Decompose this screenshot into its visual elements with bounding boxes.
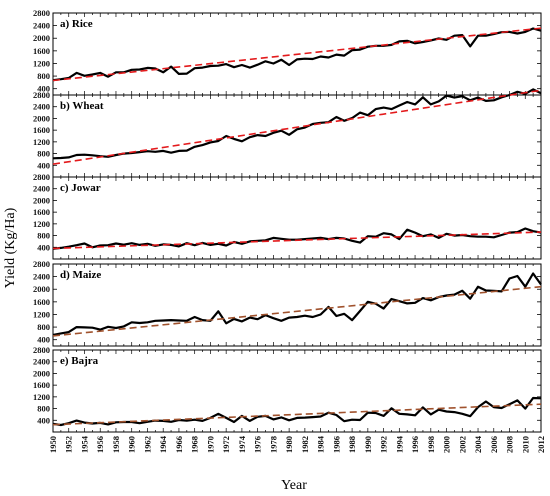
- y-tick-label: 1600: [33, 380, 50, 390]
- x-tick-label: 2008: [505, 436, 515, 453]
- y-tick-label: 2800: [33, 345, 50, 355]
- y-tick-label: 2800: [33, 259, 50, 269]
- x-tick-label: 1964: [158, 435, 168, 453]
- x-tick-label: 1994: [394, 435, 404, 453]
- panel-frame: [52, 349, 542, 433]
- y-tick-label: 400: [37, 415, 50, 425]
- y-tick-label: 2400: [33, 357, 50, 367]
- y-tick-label: 2400: [33, 102, 50, 112]
- x-tick-label: 1952: [64, 436, 74, 453]
- y-tick-label: 1600: [33, 125, 50, 135]
- x-axis-label: Year: [281, 478, 307, 493]
- x-tick-label: 1990: [363, 436, 373, 453]
- y-tick-label: 800: [37, 322, 50, 332]
- y-tick-label: 2000: [33, 113, 50, 123]
- y-tick-label: 800: [37, 231, 50, 241]
- y-tick-label: 1200: [33, 137, 50, 147]
- trend-line-maize: [52, 285, 542, 337]
- y-tick-label: 800: [37, 149, 50, 159]
- series-line-wheat: [52, 88, 542, 160]
- y-tick-label: 2000: [33, 368, 50, 378]
- x-tick-label: 1976: [253, 436, 263, 453]
- x-tick-label: 1996: [410, 436, 420, 453]
- x-tick-label: 2006: [489, 436, 499, 453]
- x-tick-label: 1988: [347, 436, 357, 453]
- y-tick-label: 2000: [33, 33, 50, 43]
- x-tick-label: 1982: [300, 436, 310, 453]
- y-tick-label: 2800: [33, 8, 50, 18]
- x-tick-label: 1980: [284, 436, 294, 453]
- y-tick-label: 800: [37, 404, 50, 414]
- y-tick-label: 2000: [33, 284, 50, 294]
- y-tick-label: 400: [37, 335, 50, 345]
- x-tick-label: 1958: [111, 436, 121, 453]
- y-tick-label: 1200: [33, 392, 50, 402]
- x-tick-label: 1986: [331, 436, 341, 453]
- y-tick-label: 400: [37, 160, 50, 170]
- panel-title-jowar: c) Jowar: [60, 182, 101, 194]
- panel-title-wheat: b) Wheat: [60, 100, 104, 112]
- x-tick-label: 2002: [457, 436, 467, 453]
- series-line-bajra: [52, 396, 542, 427]
- panel-title-bajra: e) Bajra: [60, 355, 99, 367]
- panel-maize: 400 800 1200 1600 2000 2400 2800 d) Maize: [33, 259, 542, 347]
- x-tick-label: 1960: [127, 436, 137, 453]
- trend-line-bajra: [52, 403, 542, 426]
- x-tick-label: 1966: [174, 436, 184, 453]
- y-tick-label: 2400: [33, 184, 50, 194]
- y-tick-label: 1600: [33, 297, 50, 307]
- panel-title-maize: d) Maize: [60, 269, 101, 281]
- panel-frame: [52, 263, 542, 347]
- y-tick-label: 1600: [33, 207, 50, 217]
- y-tick-label: 2800: [33, 90, 50, 100]
- y-tick-label: 1600: [33, 46, 50, 56]
- panel-frame: [52, 94, 542, 178]
- trend-line-jowar: [52, 231, 542, 250]
- x-tick-label: 1950: [48, 436, 58, 453]
- x-tick-label: 2000: [442, 436, 452, 453]
- x-tick-label: 2010: [520, 436, 530, 453]
- x-tick-label: 1972: [221, 436, 231, 453]
- panel-title-rice: a) Rice: [60, 18, 93, 30]
- y-tick-label: 800: [37, 71, 50, 81]
- trend-line-wheat: [52, 89, 542, 165]
- x-tick-label: 2012: [536, 436, 546, 453]
- x-tick-label: 1984: [316, 435, 326, 453]
- x-tick-label: 1992: [379, 436, 389, 453]
- y-tick-label: 400: [37, 84, 50, 94]
- y-tick-label: 2800: [33, 172, 50, 182]
- x-tick-label: 1978: [268, 436, 278, 453]
- y-tick-label: 2000: [33, 195, 50, 205]
- x-tick-label: 1998: [426, 436, 436, 453]
- series-line-maize: [52, 272, 542, 337]
- y-tick-label: 2400: [33, 21, 50, 31]
- y-tick-label: 1200: [33, 309, 50, 319]
- y-tick-label: 400: [37, 242, 50, 252]
- trend-line-rice: [52, 27, 542, 82]
- x-tick-label: 1962: [143, 436, 153, 453]
- series-line-rice: [52, 27, 542, 82]
- y-tick-label: 1200: [33, 219, 50, 229]
- panel-frame: [52, 176, 542, 260]
- x-tick-label: 1968: [190, 436, 200, 453]
- x-tick-label: 2004: [473, 435, 483, 453]
- x-tick-label: 1974: [237, 435, 247, 453]
- y-tick-label: 1200: [33, 58, 50, 68]
- y-tick-label: 2400: [33, 272, 50, 282]
- y-axis-label: Yield (Kg/Ha): [3, 207, 18, 288]
- panel-rice: 400 800 1200 1600 2000 2400 2800 a) Rice: [33, 8, 542, 96]
- x-tick-label: 1954: [80, 435, 90, 453]
- x-tick-label: 1956: [95, 436, 105, 453]
- x-tick-label: 1970: [205, 436, 215, 453]
